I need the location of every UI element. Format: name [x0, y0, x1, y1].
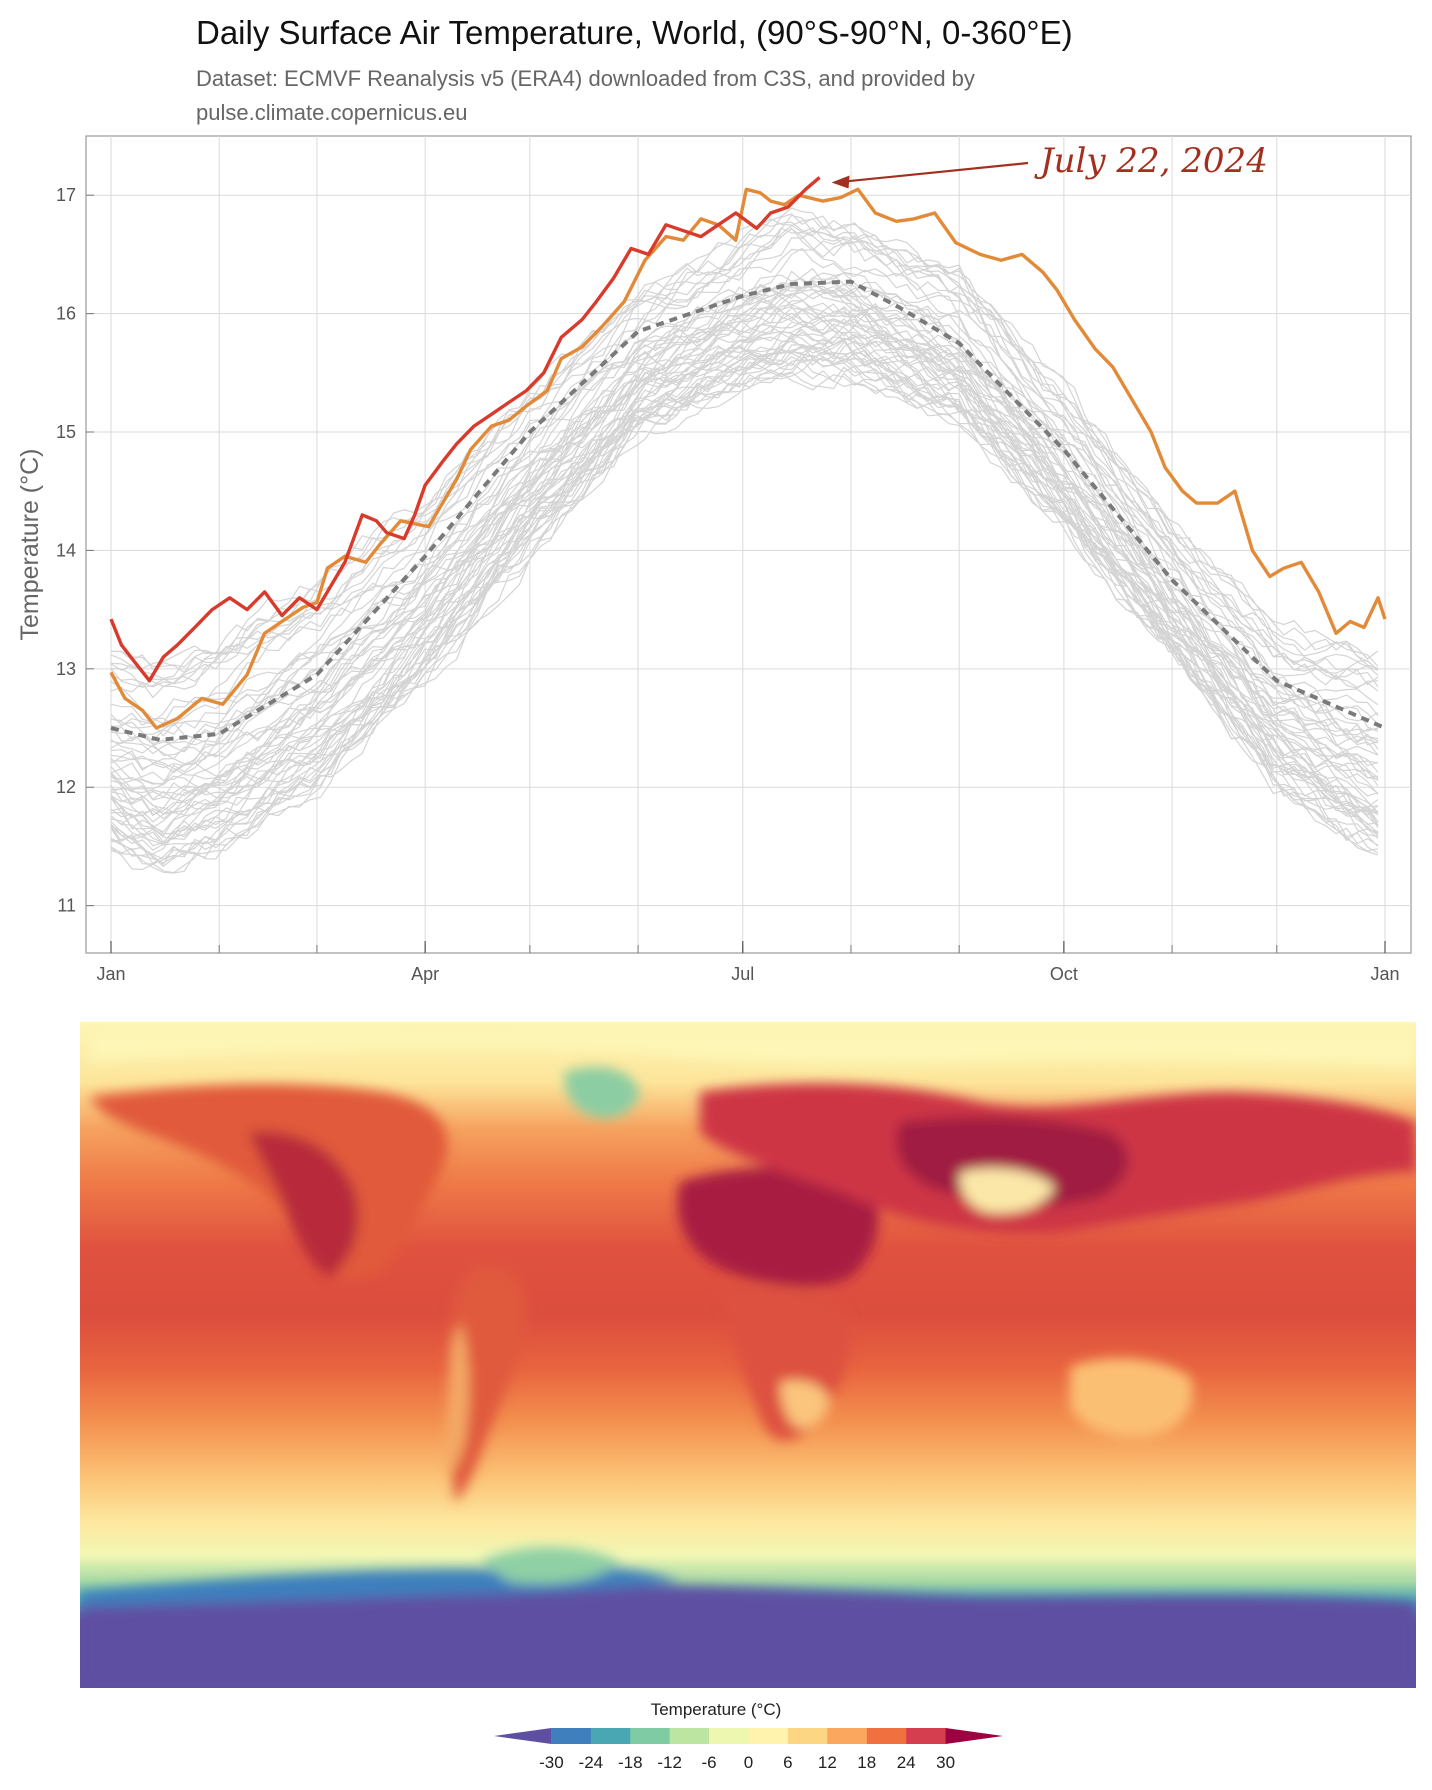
historical-line	[110, 270, 1379, 742]
colorbar-tick-label: 30	[936, 1753, 955, 1772]
chart-title: Daily Surface Air Temperature, World, (9…	[196, 14, 1073, 51]
colorbar-tick-label: -30	[539, 1753, 564, 1772]
colorbar-tick-label: 0	[744, 1753, 753, 1772]
historical-line	[110, 247, 1379, 727]
y-tick-label: 17	[56, 185, 76, 205]
colorbar-tick-label: -24	[579, 1753, 604, 1772]
historical-line	[110, 351, 1379, 844]
x-tick-label: Oct	[1050, 964, 1078, 984]
historical-line	[110, 358, 1379, 874]
colorbar-cell	[590, 1728, 631, 1744]
historical-line	[110, 227, 1379, 725]
colorbar-cell	[551, 1728, 592, 1744]
colorbar-cell	[748, 1728, 789, 1744]
historical-line	[110, 337, 1379, 846]
colorbar-tick-label: -12	[657, 1753, 682, 1772]
colorbar-cell	[866, 1728, 907, 1744]
annotation-arrow-head	[831, 175, 850, 189]
historical-line	[110, 283, 1379, 765]
chart-subtitle-line2: pulse.climate.copernicus.eu	[196, 100, 468, 125]
colorbar-tick-label: 24	[897, 1753, 916, 1772]
temperature-colorbar: -30 -24 -18 -12 -6 0 6 12 18 24 30	[494, 1728, 1003, 1772]
colorbar-tick-label: 12	[818, 1753, 837, 1772]
colorbar-ticks: -30 -24 -18 -12 -6 0 6 12 18 24 30	[539, 1753, 955, 1772]
historical-line	[110, 337, 1379, 846]
colorbar-title: Temperature (°C)	[650, 1700, 782, 1719]
historical-line	[110, 319, 1379, 829]
historical-line	[110, 292, 1379, 785]
x-tick-label: Jan	[96, 964, 125, 984]
x-tick-label: Jul	[731, 964, 754, 984]
colorbar-cell	[827, 1728, 868, 1744]
historical-line	[110, 281, 1379, 755]
plot-frame	[85, 135, 1412, 954]
x-tick-label: Jan	[1370, 964, 1399, 984]
y-tick-label: 13	[56, 659, 76, 679]
mean-series-line	[110, 279, 1386, 742]
y-axis-label: Temperature (°C)	[16, 449, 44, 641]
historical-lines	[110, 207, 1379, 874]
y-tick-label: 16	[56, 304, 76, 324]
historical-line	[110, 331, 1379, 817]
historical-line	[110, 316, 1379, 817]
colorbar-cell	[669, 1728, 710, 1744]
annotation-group: July 22, 2024	[831, 141, 1268, 189]
historical-line	[110, 221, 1379, 688]
y-tick-label: 14	[56, 540, 76, 560]
y-tick-label: 11	[57, 896, 76, 916]
historical-line	[110, 289, 1379, 786]
x-tick-label: Apr	[411, 964, 439, 984]
historical-line	[110, 333, 1379, 838]
world-temperature-map	[80, 1022, 1416, 1688]
temperature-line-chart: 11 12 13 14 15 16 17 Jan Apr Jul Oct Jan Temperature…	[16, 135, 1412, 984]
annotation-arrow-line	[845, 161, 1029, 183]
historical-line	[110, 207, 1379, 674]
chart-subtitle-line1: Dataset: ECMVF Reanalysis v5 (ERA4) down…	[196, 66, 975, 91]
y-tick-label: 15	[56, 422, 76, 442]
colorbar-cell	[494, 1728, 552, 1744]
orange-series-line	[109, 187, 1387, 730]
historical-line	[110, 350, 1379, 868]
historical-line	[110, 302, 1379, 794]
historical-line	[110, 304, 1379, 801]
red-series-line	[109, 176, 821, 683]
chart-grid	[85, 135, 1412, 954]
colorbar-tick-label: -6	[702, 1753, 717, 1772]
colorbar-cell	[787, 1728, 828, 1744]
historical-line	[110, 321, 1379, 816]
colorbar-cell	[906, 1728, 947, 1744]
colorbar-cell	[630, 1728, 671, 1744]
historical-line	[110, 248, 1379, 723]
y-tick-label: 12	[56, 777, 76, 797]
historical-line	[110, 227, 1379, 688]
colorbar-tick-label: 18	[857, 1753, 876, 1772]
historical-line	[110, 274, 1379, 729]
colorbar-tick-label: -18	[618, 1753, 643, 1772]
colorbar-tick-label: 6	[783, 1753, 792, 1772]
chart-axes: 11 12 13 14 15 16 17 Jan Apr Jul Oct Jan Temperature…	[16, 185, 1400, 984]
colorbar-cell	[709, 1728, 749, 1744]
series-group	[109, 176, 1387, 742]
colorbar-cells	[494, 1728, 1003, 1744]
annotation-label: July 22, 2024	[1034, 141, 1268, 181]
colorbar-cell	[945, 1728, 1003, 1744]
